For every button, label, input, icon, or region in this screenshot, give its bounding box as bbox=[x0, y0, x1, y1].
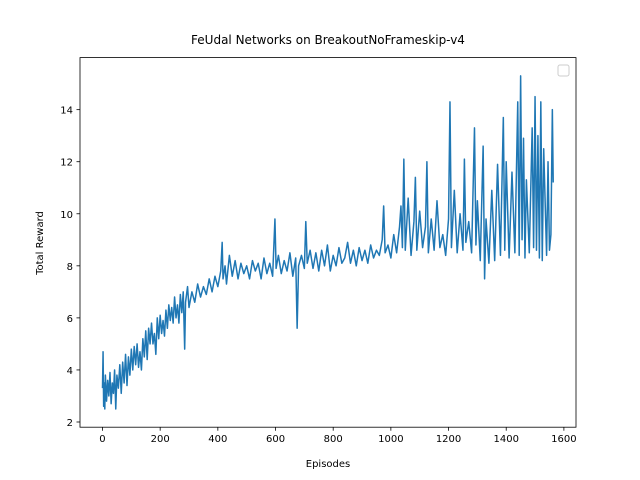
y-tick-label: 6 bbox=[67, 314, 73, 325]
x-tick-label: 1400 bbox=[493, 434, 518, 445]
legend bbox=[557, 64, 570, 77]
x-tick-label: 1200 bbox=[436, 434, 461, 445]
x-tick-label: 1600 bbox=[551, 434, 576, 445]
x-axis-label: Episodes bbox=[306, 459, 350, 470]
plot-frame bbox=[79, 57, 577, 428]
x-tick-label: 600 bbox=[266, 434, 285, 445]
y-tick-label: 12 bbox=[60, 158, 73, 169]
x-tick-label: 400 bbox=[208, 434, 227, 445]
y-tick-label: 10 bbox=[60, 210, 73, 221]
data-line bbox=[101, 75, 554, 410]
x-tick-label: 1000 bbox=[378, 434, 403, 445]
y-tick-label: 14 bbox=[60, 106, 73, 117]
x-tick-label: 800 bbox=[324, 434, 343, 445]
y-tick-label: 4 bbox=[67, 366, 73, 377]
chart-title: FeUdal Networks on BreakoutNoFrameskip-v… bbox=[191, 33, 465, 47]
y-tick-label: 2 bbox=[67, 418, 73, 429]
y-tick-label: 8 bbox=[67, 262, 73, 273]
x-tick-label: 0 bbox=[99, 434, 105, 445]
x-tick-label: 200 bbox=[151, 434, 170, 445]
y-axis-label: Total Reward bbox=[35, 211, 46, 276]
